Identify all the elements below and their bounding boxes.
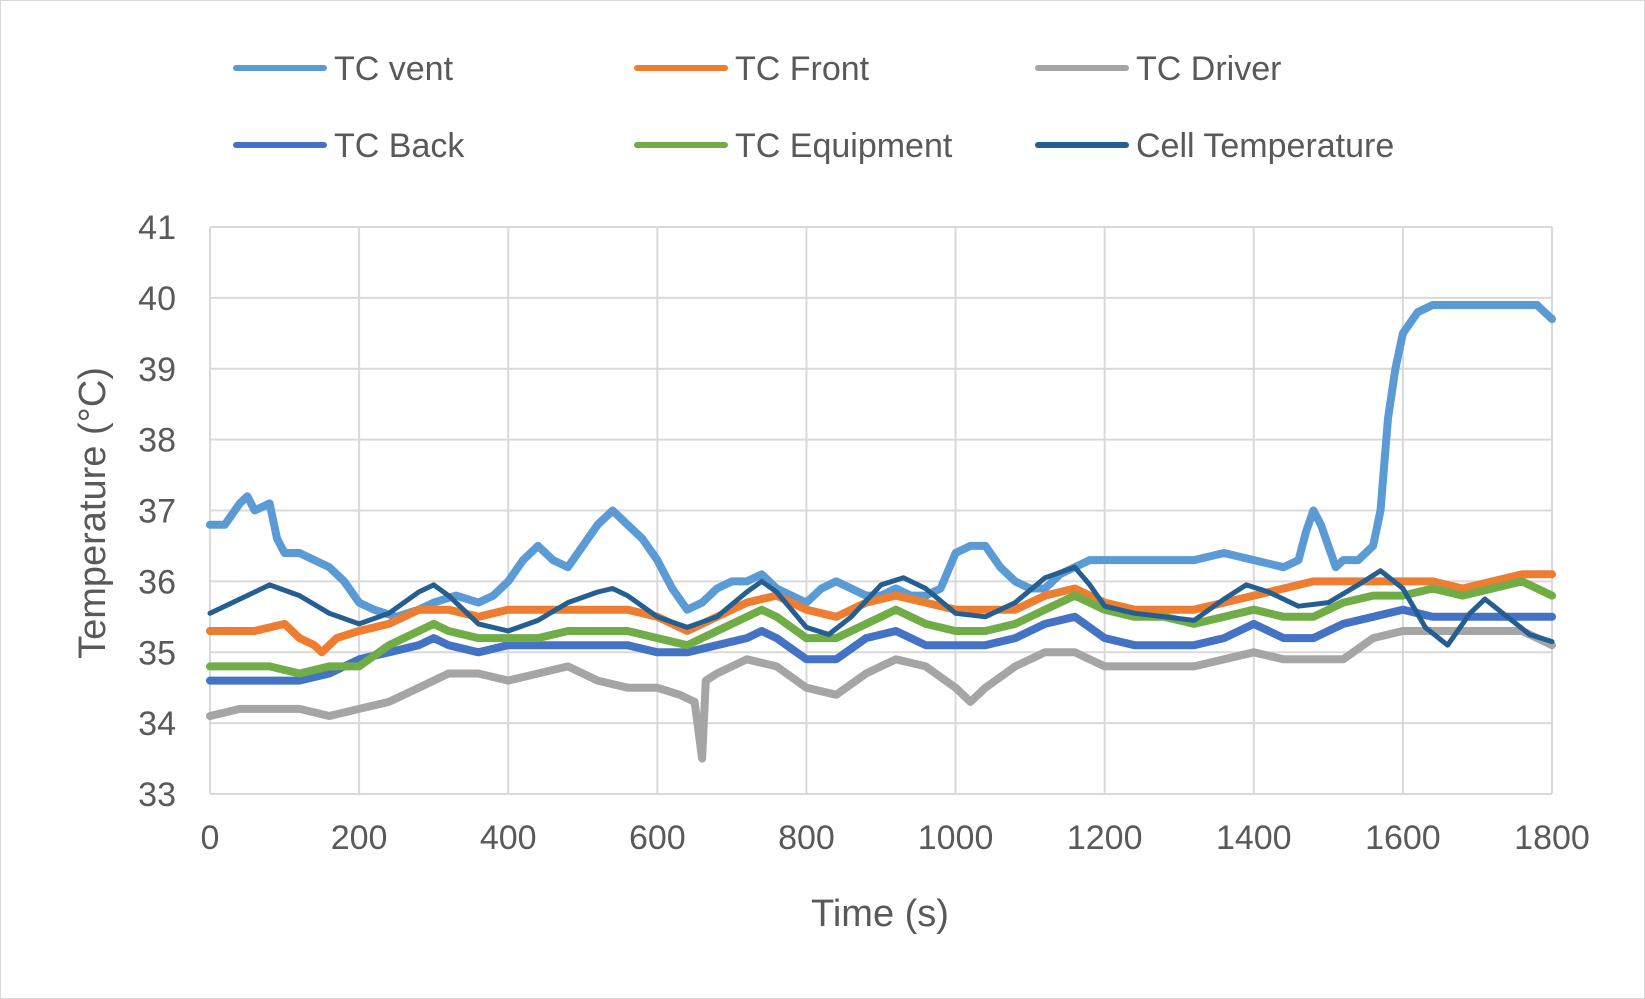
- legend-label-tc-front: TC Front: [735, 50, 870, 88]
- series-line-tc-equipment: [206, 577, 1556, 678]
- y-tick-label: 41: [138, 209, 176, 247]
- x-tick-label: 1600: [1365, 819, 1441, 857]
- y-tick-label: 40: [138, 280, 176, 318]
- y-tick-label: 35: [138, 634, 176, 672]
- x-tick-label: 1200: [1067, 819, 1143, 857]
- series-line-tc-back: [206, 605, 1556, 685]
- legend-label-tc-equipment: TC Equipment: [735, 127, 953, 165]
- x-tick-label: 600: [629, 819, 686, 857]
- y-tick-label: 34: [138, 705, 176, 743]
- y-tick-labels: 33 34 35 36 37 38 39 40 41: [138, 209, 176, 814]
- legend-label-tc-back: TC Back: [334, 127, 465, 165]
- x-tick-label: 1800: [1514, 819, 1590, 857]
- x-tick-label: 800: [778, 819, 835, 857]
- legend: TC vent TC Front TC Driver TC Back TC Equipm…: [233, 50, 1394, 165]
- series-lines: [206, 301, 1556, 763]
- x-tick-label: 200: [331, 819, 388, 857]
- series-line-tc-front: [206, 570, 1556, 657]
- y-tick-label: 38: [138, 422, 176, 460]
- x-tick-label: 400: [480, 819, 537, 857]
- series-line-cell-temperature: [207, 564, 1555, 648]
- x-tick-label: 1000: [918, 819, 994, 857]
- y-tick-label: 33: [138, 776, 176, 814]
- legend-label-tc-vent: TC vent: [334, 50, 454, 88]
- gridlines: [209, 226, 1553, 795]
- legend-label-tc-driver: TC Driver: [1136, 50, 1281, 88]
- x-tick-label: 1400: [1216, 819, 1292, 857]
- series-line-tc-vent: [206, 301, 1556, 621]
- x-axis-title: Time (s): [811, 893, 949, 935]
- x-tick-labels: 0 200 400 600 800 1000 1200 1400 1600 1800: [201, 819, 1590, 857]
- y-axis-title: Temperature (°C): [72, 367, 114, 659]
- y-tick-label: 39: [138, 351, 176, 389]
- y-tick-label: 37: [138, 493, 176, 531]
- x-tick-label: 0: [201, 819, 220, 857]
- series-line-tc-driver: [206, 627, 1556, 763]
- y-tick-label: 36: [138, 563, 176, 601]
- legend-label-cell-temperature: Cell Temperature: [1136, 127, 1394, 165]
